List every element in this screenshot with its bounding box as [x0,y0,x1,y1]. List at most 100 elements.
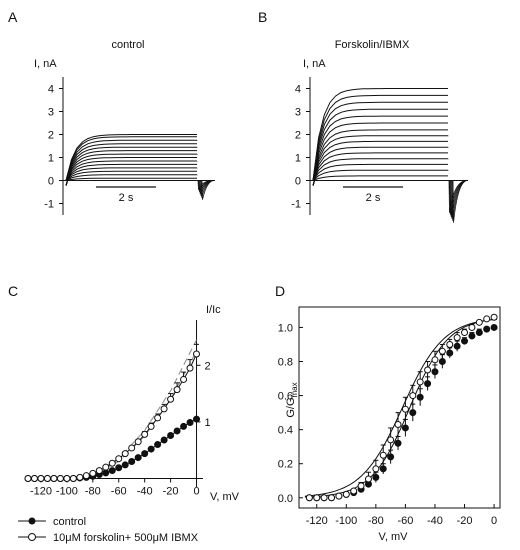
panel-label-b: B [258,9,267,25]
panel-c-forskolin-point [193,350,201,358]
panel-d-forskolin-point [350,487,358,495]
panel-c-forskolin-point [160,405,168,413]
panel-d-fit-curve [304,318,498,497]
panel-c-forskolin-point [56,475,64,483]
panel-b-current-trace [312,108,448,186]
panel-d-y-tick-label: 0.6 [278,391,293,403]
legend: control 10μM forskolin+ 500μM IBMX [18,516,199,544]
panel-c-forskolin-point [121,450,129,458]
panel-a-current-trace [65,177,197,186]
panel-d-forskolin-point [379,451,387,459]
panel-c-control-point [186,418,194,426]
panel-c-forskolin-point [173,386,181,394]
panel-a-current-trace [64,167,198,186]
panel-c-control-point [193,415,201,423]
panel-label-c: C [8,283,18,299]
panel-d-forskolin-point [446,340,454,348]
panel-d-forskolin-point [424,366,432,374]
panel-c-control-point [102,469,110,477]
panel-c-x-tick-label: -80 [85,486,101,498]
panel-a-current-trace [65,139,198,186]
panel-c-x-tick-label: -100 [56,486,78,498]
panel-c-x-tick-label: -60 [111,486,127,498]
legend-control-label: control [53,516,86,528]
panel-d-control-point [468,332,476,340]
panel-d-ylabel-main: G/G [285,397,297,417]
panel-d-forskolin-point [394,421,402,429]
panel-label-d: D [275,283,285,299]
panel-a-current-trace [65,157,197,186]
panel-c-control-point [160,436,168,444]
panel-d-x-tick-label: -20 [457,515,473,527]
panel-d-forskolin-point [438,347,446,355]
panel-c-control-point [115,464,123,472]
panel-b-current-trace [311,169,449,186]
panel-c-forskolin-point [154,414,162,422]
panel-d-ylabel: G/Gmax [285,382,299,417]
panel-d-forskolin-point [483,315,491,323]
panel-c-forskolin-point [141,430,149,438]
panel-d-forskolin-point [328,494,336,502]
panel-c-forskolin-point [102,463,110,471]
panel-d-forskolin-point [357,482,365,490]
panel-a-scale-bar-label: 2 s [119,192,134,204]
panel-c-x-tick-label: 0 [193,486,199,498]
panel-b-current-traces: Forskolin/IBMX I, nA 4 3 2 1 0 -1 2 s [291,39,469,223]
panel-d-frame [298,306,501,509]
panel-b-ylabel: I, nA [303,58,326,70]
panel-b-current-trace [312,158,449,186]
panel-c-forskolin-point [30,475,38,483]
panel-b-current-trace [312,163,448,186]
panel-b-current-trace [312,115,448,186]
panel-d-control-point [431,368,439,376]
panel-a-current-trace [65,146,198,186]
panel-d-control-point [453,342,461,350]
panel-d-x-tick-label: -40 [427,515,443,527]
panel-b-current-trace [312,135,449,186]
panel-c-forskolin-point [82,472,90,480]
panel-b-current-trace [312,152,448,186]
panel-c-forskolin-point [186,364,194,372]
panel-b-current-trace [312,180,448,186]
panel-b-scale-bar-label: 2 s [366,192,381,204]
panel-d-forskolin-point [453,334,461,342]
panel-d-forskolin-point [431,356,439,364]
panel-a-y-tick-label: 3 [48,107,54,119]
panel-d-forskolin-point [320,494,328,502]
panel-d-x-tick-label: -100 [335,515,357,527]
panel-b-y-tick-label: -1 [291,199,301,211]
panel-d-ylabel-sub: max [290,382,299,397]
panel-c-forskolin-point [108,459,116,467]
panel-c-forskolin-point [37,475,45,483]
panel-d-control-point [490,323,498,331]
panel-c-control-point [173,427,181,435]
panel-d-fit-curve [304,318,498,498]
panel-c-control-point [154,441,162,449]
panel-a-y-tick-label: 2 [48,130,54,142]
panel-d-control-point [409,409,417,417]
panel-d-control-point [475,329,483,337]
panel-c-forskolin-point [76,473,84,481]
panel-c-forskolin-point [69,475,77,483]
panel-c-control-point [121,461,129,469]
panel-c-forskolin-point [128,444,136,452]
panel-d-y-tick-label: 0.4 [278,425,293,437]
panel-a-y-tick-label: -1 [44,199,54,211]
panel-d-control-point [416,393,424,401]
panel-c-forskolin-point [147,422,155,430]
panel-b-current-trace [312,129,448,186]
panel-a-y-tick-label: 1 [48,153,54,165]
panel-d-forskolin-point [387,436,395,444]
panel-c-control-point [128,458,136,466]
panel-d-control-point [379,465,387,473]
panel-a-tail-current [201,180,216,200]
panel-d-forskolin-point [342,490,350,498]
panel-d-x-tick-label: -120 [306,515,328,527]
panel-b-title: Forskolin/IBMX [335,39,410,51]
panel-b-current-trace [312,94,448,186]
panel-c-y-tick-label: 1 [205,417,211,429]
legend-control-marker [28,517,36,525]
panel-c-y-tick-label: 2 [205,360,211,372]
panel-b-current-trace [312,175,448,186]
